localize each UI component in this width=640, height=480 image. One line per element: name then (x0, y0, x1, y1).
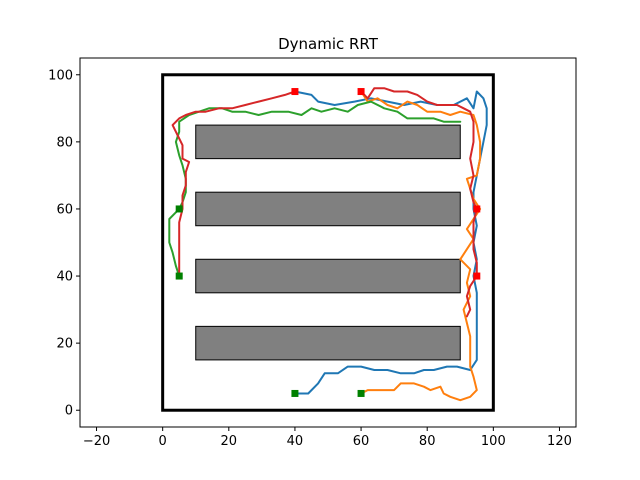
series-path-4 (360, 87, 478, 318)
start-marker-2 (357, 389, 365, 397)
x-tick-label: 20 (221, 434, 238, 449)
x-tick-label: 40 (287, 434, 304, 449)
x-tick-label: 0 (159, 434, 167, 449)
y-tick-label: 80 (56, 135, 73, 150)
y-tick-label: 100 (48, 68, 73, 83)
start-marker-3 (175, 205, 183, 213)
axes-frame (79, 57, 577, 428)
goal-marker-1 (291, 88, 299, 96)
x-tick-label: 80 (419, 434, 436, 449)
start-marker-4 (175, 272, 183, 280)
series-path-5 (171, 90, 296, 277)
boundary-box (161, 73, 495, 412)
y-tick-label: 40 (56, 270, 73, 285)
chart-title: Dynamic RRT (278, 35, 379, 53)
plot-area: −20 0 20 40 60 80 100 120 0 20 40 60 80 100 (48, 57, 577, 449)
goal-marker-4 (473, 272, 481, 280)
x-tick-label: 120 (547, 434, 572, 449)
y-tick-label: 20 (56, 337, 73, 352)
start-marker-1 (291, 389, 299, 397)
x-tick-label: −20 (83, 434, 110, 449)
obstacle-1 (195, 124, 461, 160)
x-tick-label: 60 (353, 434, 370, 449)
goal-marker-2 (357, 88, 365, 96)
x-tick-label: 100 (481, 434, 506, 449)
y-tick-label: 0 (65, 404, 73, 419)
obstacle-4 (195, 325, 461, 361)
obstacle-3 (195, 258, 461, 294)
goal-marker-3 (473, 205, 481, 213)
series-path-2 (360, 90, 482, 402)
y-tick-label: 60 (56, 202, 73, 217)
obstacle-2 (195, 191, 461, 227)
